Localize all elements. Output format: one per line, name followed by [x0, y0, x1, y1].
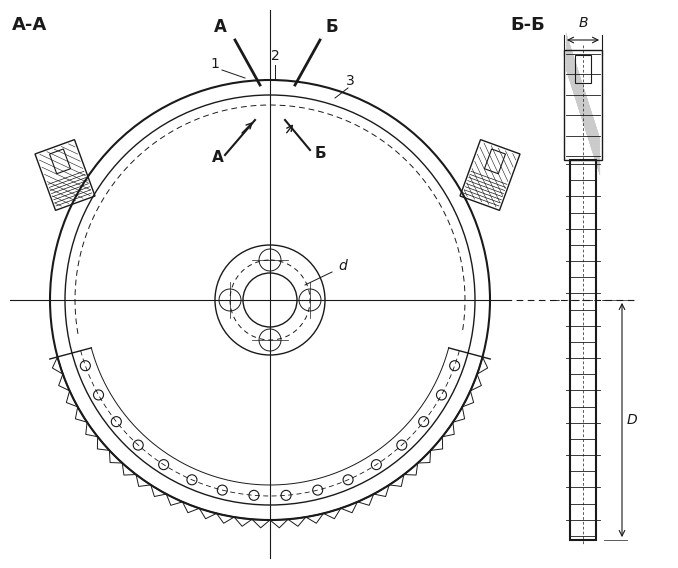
Text: В: В — [578, 16, 588, 30]
Text: А: А — [214, 18, 226, 36]
Text: 3: 3 — [346, 74, 355, 88]
Text: А-А: А-А — [12, 16, 47, 34]
Text: Б: Б — [314, 146, 326, 161]
Text: Б: Б — [325, 18, 338, 36]
Text: 2: 2 — [271, 49, 279, 63]
Text: d: d — [338, 259, 346, 273]
Text: А: А — [212, 150, 224, 165]
Text: D: D — [627, 413, 637, 427]
Text: 1: 1 — [211, 57, 220, 71]
Text: Б-Б: Б-Б — [510, 16, 544, 34]
